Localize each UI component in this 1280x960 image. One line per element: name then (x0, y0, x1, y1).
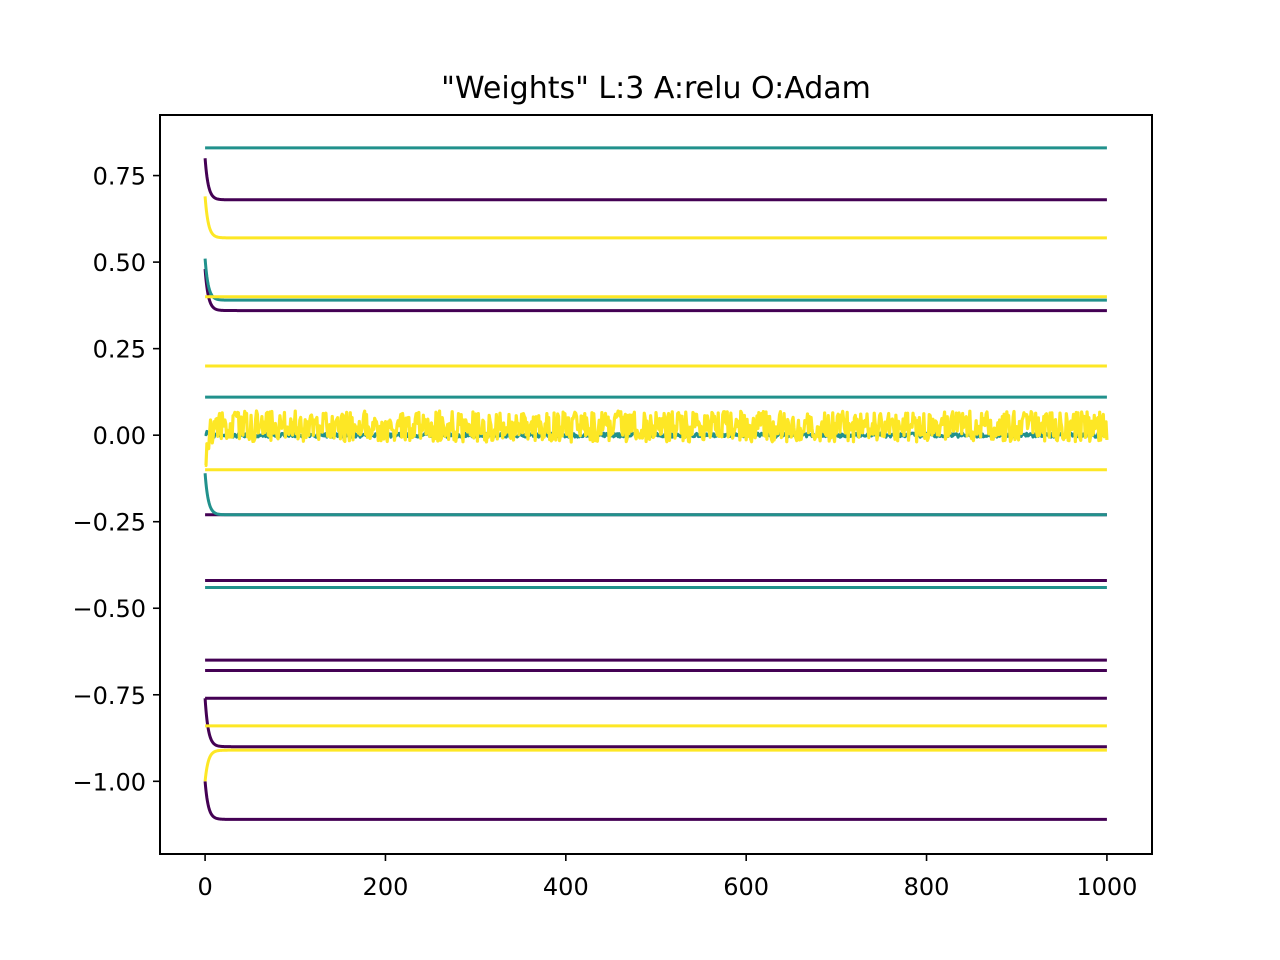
axes-layer: 0 200 400 600 800 1000 0.75 0.50 0.25 0.00 −0.25 −0… (72, 163, 1137, 901)
y-tick-label: 0.25 (93, 336, 146, 364)
x-tick-label: 200 (363, 873, 409, 901)
plot-frame (159, 114, 1153, 855)
y-tick-label: −0.25 (72, 509, 146, 537)
series-line-yellow (204, 409, 1109, 468)
series-line-purple (203, 158, 1107, 202)
y-tick-label: −0.50 (72, 595, 146, 623)
y-tick-label: 0.00 (93, 422, 146, 450)
y-tick-label: −1.00 (72, 768, 146, 796)
x-tick-label: 1000 (1076, 873, 1137, 901)
x-tick-label: 0 (197, 873, 212, 901)
y-tick-label: 0.50 (93, 249, 146, 277)
series-layer (203, 146, 1109, 821)
series-line-purple (203, 268, 1107, 313)
x-tick-label: 400 (543, 873, 589, 901)
series-line-yellow (203, 748, 1107, 782)
y-tick-label: 0.75 (93, 163, 146, 191)
x-tick-label: 800 (904, 873, 950, 901)
series-line-purple (203, 698, 1107, 749)
chart-title: "Weights" L:3 A:relu O:Adam (441, 71, 871, 106)
series-line-teal (203, 473, 1107, 517)
series-line-purple (203, 781, 1107, 821)
series-line-teal (203, 258, 1107, 302)
x-tick-label: 600 (723, 873, 769, 901)
y-tick-label: −0.75 (72, 682, 146, 710)
series-line-yellow (203, 196, 1107, 240)
